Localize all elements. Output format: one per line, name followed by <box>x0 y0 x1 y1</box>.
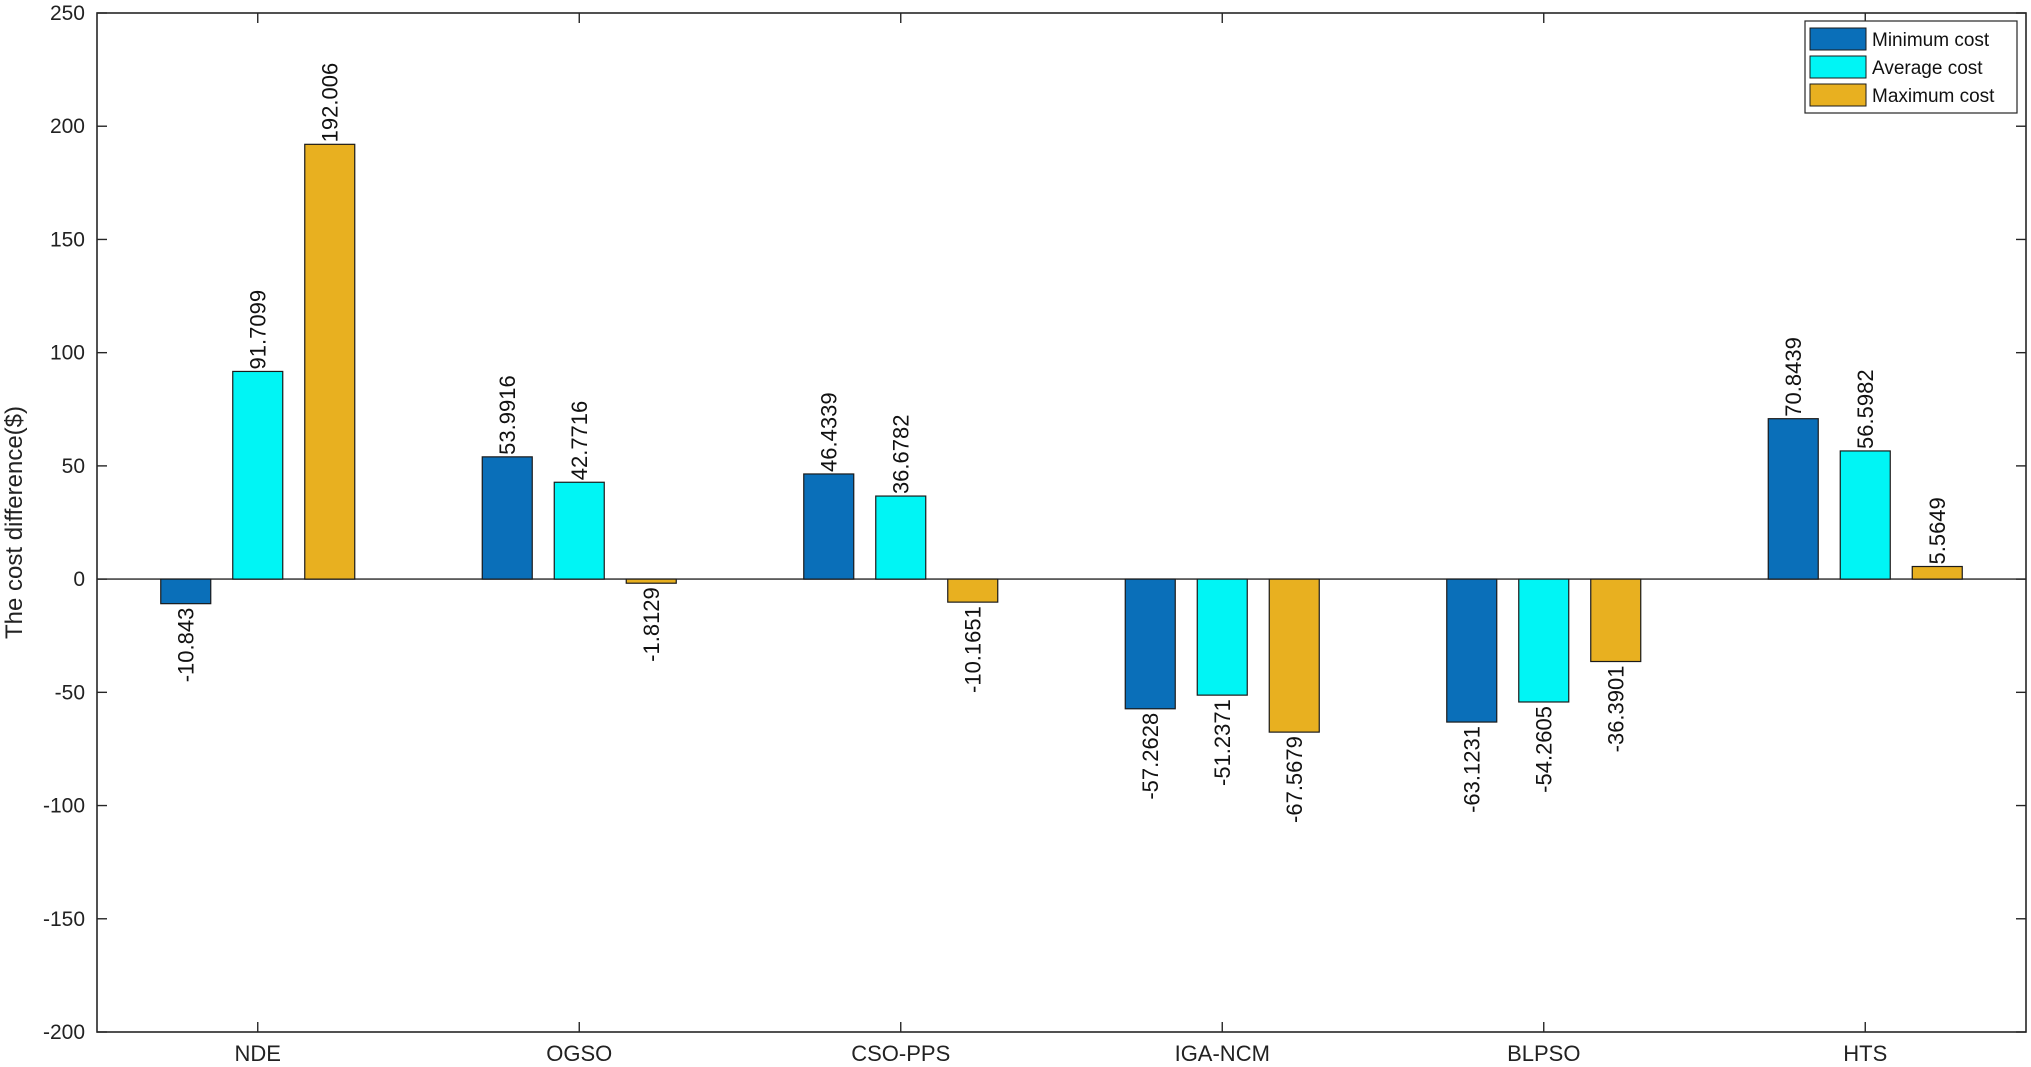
value-label-cso-pps-maximum-cost: -10.1651 <box>961 606 986 693</box>
bar-blpso-maximum-cost <box>1590 578 1642 663</box>
legend-swatch-minimum-cost <box>1809 27 1867 51</box>
plot-frame <box>96 12 2027 1033</box>
x-tick-label-nde: NDE <box>235 1041 281 1066</box>
bar-ogso-maximum-cost <box>625 578 677 584</box>
value-label-ogso-maximum-cost: -1.8129 <box>639 587 664 662</box>
bar-nde-maximum-cost <box>304 143 356 580</box>
y-tick-label: 150 <box>50 228 85 251</box>
value-label-nde-minimum-cost: -10.843 <box>174 608 199 683</box>
bar-iga-ncm-average-cost <box>1196 578 1248 696</box>
value-label-cso-pps-average-cost: 36.6782 <box>889 415 914 495</box>
y-tick-label: -150 <box>43 908 85 931</box>
value-label-iga-ncm-average-cost: -51.2371 <box>1210 699 1235 786</box>
x-tick-label-ogso: OGSO <box>546 1041 612 1066</box>
value-label-nde-maximum-cost: 192.006 <box>318 63 343 143</box>
legend-label-minimum-cost: Minimum cost <box>1872 30 1990 51</box>
legend-swatch-average-cost <box>1809 55 1867 79</box>
value-label-iga-ncm-maximum-cost: -67.5679 <box>1282 736 1307 823</box>
value-label-hts-average-cost: 56.5982 <box>1853 369 1878 449</box>
value-labels-layer: -10.843 91.7099 192.006 53.9916 42.7716 -1.81… <box>174 63 1951 823</box>
bar-cso-pps-average-cost <box>875 495 927 580</box>
y-tick-label: 200 <box>50 115 85 138</box>
x-tick-label-iga-ncm: IGA-NCM <box>1175 1041 1270 1066</box>
x-tick-label-cso-pps: CSO-PPS <box>851 1041 950 1066</box>
x-tick-label-blpso: BLPSO <box>1507 1041 1580 1066</box>
value-label-ogso-minimum-cost: 53.9916 <box>495 375 520 455</box>
bar-blpso-minimum-cost <box>1446 578 1498 723</box>
value-label-iga-ncm-minimum-cost: -57.2628 <box>1138 713 1163 800</box>
legend-label-maximum-cost: Maximum cost <box>1872 86 1995 107</box>
value-label-hts-maximum-cost: 5.5649 <box>1925 497 1950 564</box>
y-tick-label: -200 <box>43 1021 85 1044</box>
bar-nde-average-cost <box>232 370 284 580</box>
legend-label-average-cost: Average cost <box>1872 58 1983 79</box>
value-label-blpso-minimum-cost: -63.1231 <box>1460 726 1485 813</box>
y-tick-label: -50 <box>55 681 85 704</box>
bar-ogso-minimum-cost <box>481 456 533 580</box>
y-tick-label: 100 <box>50 342 85 365</box>
y-tick-label: 50 <box>62 455 85 478</box>
bar-hts-average-cost <box>1839 450 1891 580</box>
bar-cso-pps-minimum-cost <box>803 473 855 580</box>
value-label-ogso-average-cost: 42.7716 <box>567 401 592 481</box>
bar-hts-maximum-cost <box>1911 565 1963 580</box>
value-label-blpso-maximum-cost: -36.3901 <box>1604 666 1629 753</box>
bar-cso-pps-maximum-cost <box>947 578 999 603</box>
legend-swatch-maximum-cost <box>1809 83 1867 107</box>
y-axis-title: The cost difference($) <box>1 406 28 639</box>
y-tick-label: 250 <box>50 2 85 25</box>
bar-hts-minimum-cost <box>1767 418 1819 580</box>
bar-nde-minimum-cost <box>160 578 212 605</box>
value-label-blpso-average-cost: -54.2605 <box>1532 706 1557 793</box>
value-label-cso-pps-minimum-cost: 46.4339 <box>817 392 842 472</box>
bar-ogso-average-cost <box>553 481 605 580</box>
bar-iga-ncm-minimum-cost <box>1124 578 1176 710</box>
y-tick-label: -100 <box>43 795 85 818</box>
x-tick-label-hts: HTS <box>1843 1041 1887 1066</box>
legend: Minimum cost Average cost Maximum cost <box>1804 20 2018 114</box>
bar-iga-ncm-maximum-cost <box>1268 578 1320 733</box>
bar-blpso-average-cost <box>1518 578 1570 703</box>
value-label-nde-average-cost: 91.7099 <box>246 290 271 370</box>
value-label-hts-minimum-cost: 70.8439 <box>1781 337 1806 417</box>
bars-layer <box>160 143 1963 733</box>
y-tick-label: 0 <box>73 568 85 591</box>
